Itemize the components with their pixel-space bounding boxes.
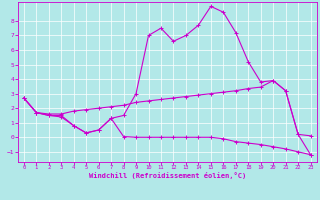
- X-axis label: Windchill (Refroidissement éolien,°C): Windchill (Refroidissement éolien,°C): [89, 172, 246, 179]
